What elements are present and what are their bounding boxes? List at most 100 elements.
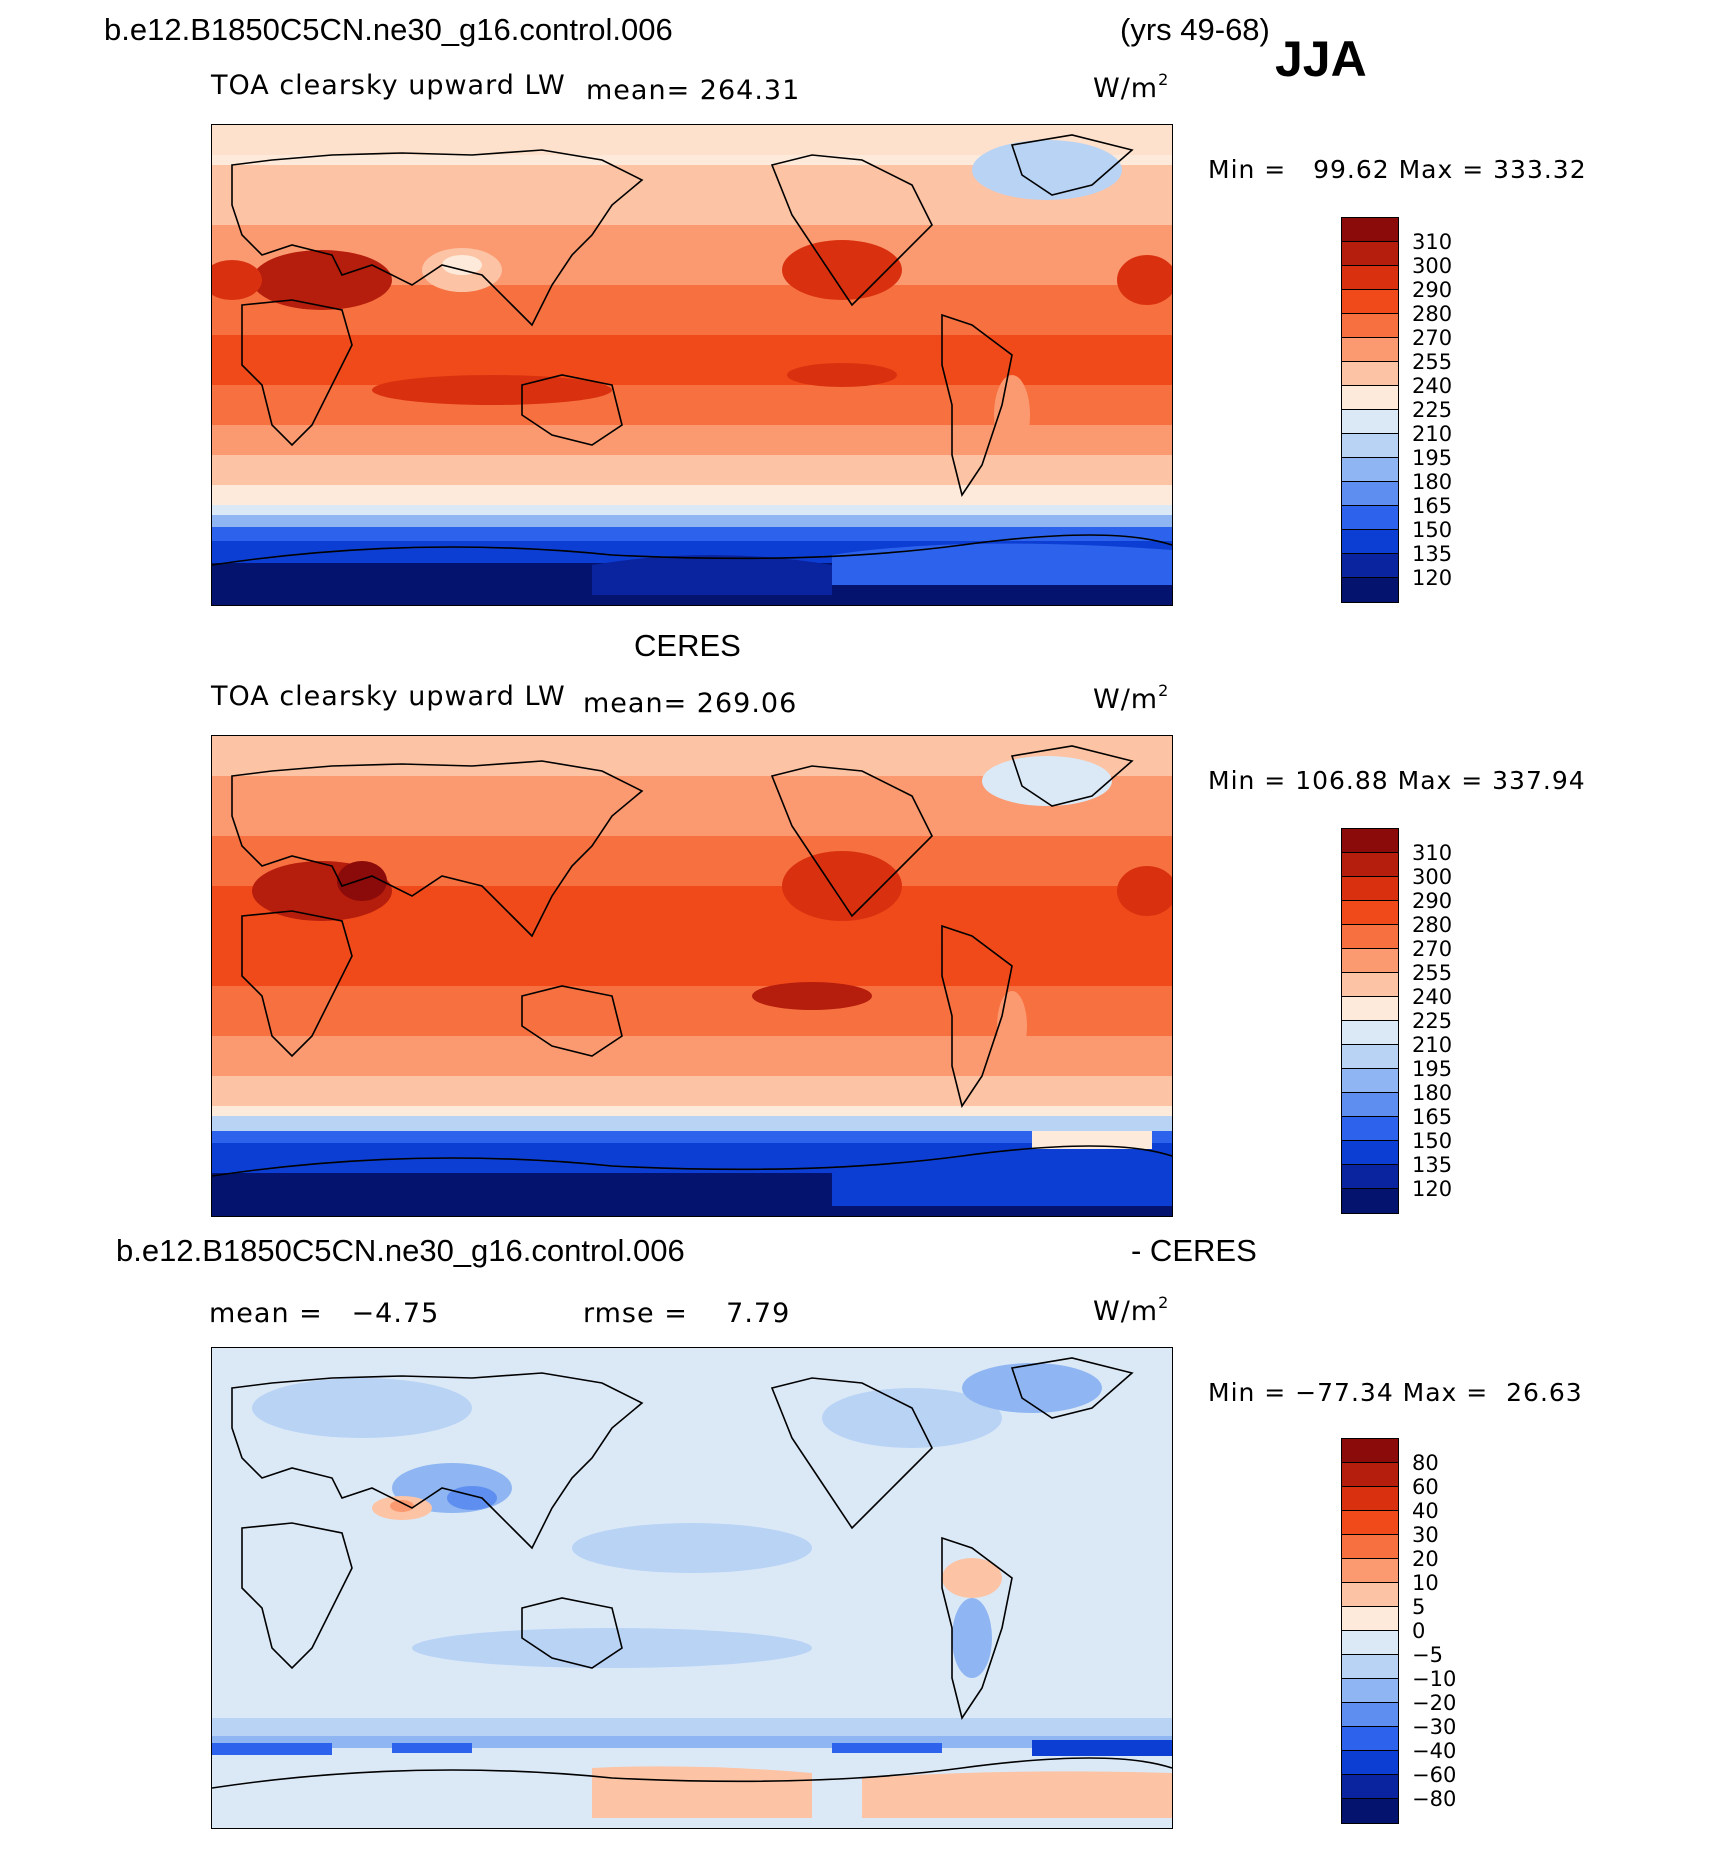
case-title: b.e12.B1850C5CN.ne30_g16.control.006 — [104, 12, 673, 47]
colorbar-swatch — [1342, 1751, 1398, 1775]
colorbar-swatch — [1342, 925, 1398, 949]
colorbar-tick-label: 210 — [1412, 422, 1453, 446]
colorbar-tick-label: 240 — [1412, 374, 1453, 398]
panel3-units: W/m2 — [1093, 1293, 1170, 1327]
colorbar-swatch — [1342, 853, 1398, 877]
colorbar-tick-label: 150 — [1412, 1129, 1453, 1153]
colorbar-swatch — [1342, 242, 1398, 266]
colorbar-tick-label: 165 — [1412, 494, 1453, 518]
colorbar-swatch — [1342, 1141, 1398, 1165]
colorbar-tick-label: 180 — [1412, 1081, 1453, 1105]
colorbar-tick-label: 135 — [1412, 1153, 1453, 1177]
colorbar-swatch — [1342, 578, 1398, 602]
colorbar-tick-label: −5 — [1412, 1643, 1443, 1667]
colorbar-swatch — [1342, 1021, 1398, 1045]
panel1-units-base: W/m — [1093, 73, 1159, 104]
colorbar-tick-label: 10 — [1412, 1571, 1439, 1595]
colorbar-swatch — [1342, 1463, 1398, 1487]
colorbar-tick-label: 180 — [1412, 470, 1453, 494]
panel2-units-exp: 2 — [1158, 681, 1170, 700]
colorbar-swatch — [1342, 877, 1398, 901]
years-label: (yrs 49-68) — [1120, 12, 1270, 47]
colorbar-tick-label: −60 — [1412, 1763, 1457, 1787]
colorbar-swatch — [1342, 482, 1398, 506]
colorbar-swatch — [1342, 1439, 1398, 1463]
colorbar-tick-label: 240 — [1412, 985, 1453, 1009]
panel2-colorbar — [1341, 828, 1399, 1214]
colorbar-swatch — [1342, 1535, 1398, 1559]
colorbar-swatch — [1342, 530, 1398, 554]
colorbar-swatch — [1342, 1093, 1398, 1117]
panel1-units: W/m2 — [1093, 70, 1170, 104]
colorbar-swatch — [1342, 266, 1398, 290]
panel1-units-exp: 2 — [1158, 70, 1170, 89]
colorbar-swatch — [1342, 973, 1398, 997]
colorbar-tick-label: 225 — [1412, 398, 1453, 422]
colorbar-tick-label: 300 — [1412, 254, 1453, 278]
colorbar-tick-label: 255 — [1412, 961, 1453, 985]
colorbar-swatch — [1342, 1607, 1398, 1631]
colorbar-tick-label: −40 — [1412, 1739, 1457, 1763]
colorbar-tick-label: 120 — [1412, 566, 1453, 590]
panel2-mean-label: mean= — [583, 688, 697, 719]
colorbar-swatch — [1342, 290, 1398, 314]
colorbar-swatch — [1342, 1117, 1398, 1141]
panel3-colorbar — [1341, 1438, 1399, 1824]
colorbar-swatch — [1342, 1679, 1398, 1703]
panel3-rmse: rmse = 7.79 — [583, 1298, 791, 1329]
colorbar-swatch — [1342, 1045, 1398, 1069]
panel2-mean: mean= 269.06 — [583, 690, 797, 717]
colorbar-swatch — [1342, 386, 1398, 410]
panel3-map — [211, 1347, 1173, 1829]
colorbar-tick-label: −30 — [1412, 1715, 1457, 1739]
panel1-map-svg — [212, 125, 1172, 605]
colorbar-swatch — [1342, 338, 1398, 362]
colorbar-tick-label: 310 — [1412, 841, 1453, 865]
colorbar-swatch — [1342, 506, 1398, 530]
colorbar-tick-label: 165 — [1412, 1105, 1453, 1129]
panel1-colorbar — [1341, 217, 1399, 603]
colorbar-swatch — [1342, 1799, 1398, 1823]
colorbar-tick-label: 300 — [1412, 865, 1453, 889]
colorbar-swatch — [1342, 997, 1398, 1021]
colorbar-swatch — [1342, 901, 1398, 925]
colorbar-tick-label: 255 — [1412, 350, 1453, 374]
colorbar-tick-label: 195 — [1412, 446, 1453, 470]
colorbar-tick-label: 270 — [1412, 937, 1453, 961]
colorbar-swatch — [1342, 829, 1398, 853]
colorbar-tick-label: 280 — [1412, 913, 1453, 937]
colorbar-swatch — [1342, 1559, 1398, 1583]
colorbar-swatch — [1342, 362, 1398, 386]
colorbar-tick-label: 270 — [1412, 326, 1453, 350]
colorbar-tick-label: −20 — [1412, 1691, 1457, 1715]
colorbar-swatch — [1342, 410, 1398, 434]
panel2-map-svg — [212, 736, 1172, 1216]
panel2-minmax: Min = 106.88 Max = 337.94 — [1208, 766, 1586, 795]
colorbar-swatch — [1342, 1165, 1398, 1189]
panel1-variable: TOA clearsky upward LW — [211, 70, 566, 101]
panel3-minus-label: - CERES — [1131, 1233, 1257, 1268]
colorbar-tick-label: 210 — [1412, 1033, 1453, 1057]
colorbar-tick-label: 30 — [1412, 1523, 1439, 1547]
colorbar-tick-label: 20 — [1412, 1547, 1439, 1571]
colorbar-tick-label: 290 — [1412, 278, 1453, 302]
colorbar-swatch — [1342, 554, 1398, 578]
panel3-units-base: W/m — [1093, 1296, 1159, 1327]
panel1-mean-label: mean= — [586, 75, 700, 106]
colorbar-tick-label: 150 — [1412, 518, 1453, 542]
colorbar-swatch — [1342, 1069, 1398, 1093]
colorbar-tick-label: 60 — [1412, 1475, 1439, 1499]
panel2-units: W/m2 — [1093, 681, 1170, 714]
colorbar-tick-label: 5 — [1412, 1595, 1426, 1619]
panel3-map-svg — [212, 1348, 1172, 1828]
colorbar-swatch — [1342, 949, 1398, 973]
colorbar-tick-label: 120 — [1412, 1177, 1453, 1201]
colorbar-swatch — [1342, 218, 1398, 242]
panel3-mean: mean = −4.75 — [209, 1298, 440, 1329]
colorbar-tick-label: 310 — [1412, 230, 1453, 254]
panel1-map — [211, 124, 1173, 606]
panel3-units-exp: 2 — [1158, 1293, 1170, 1312]
colorbar-tick-label: 135 — [1412, 542, 1453, 566]
panel1-minmax: Min = 99.62 Max = 333.32 — [1208, 155, 1587, 184]
colorbar-swatch — [1342, 1487, 1398, 1511]
